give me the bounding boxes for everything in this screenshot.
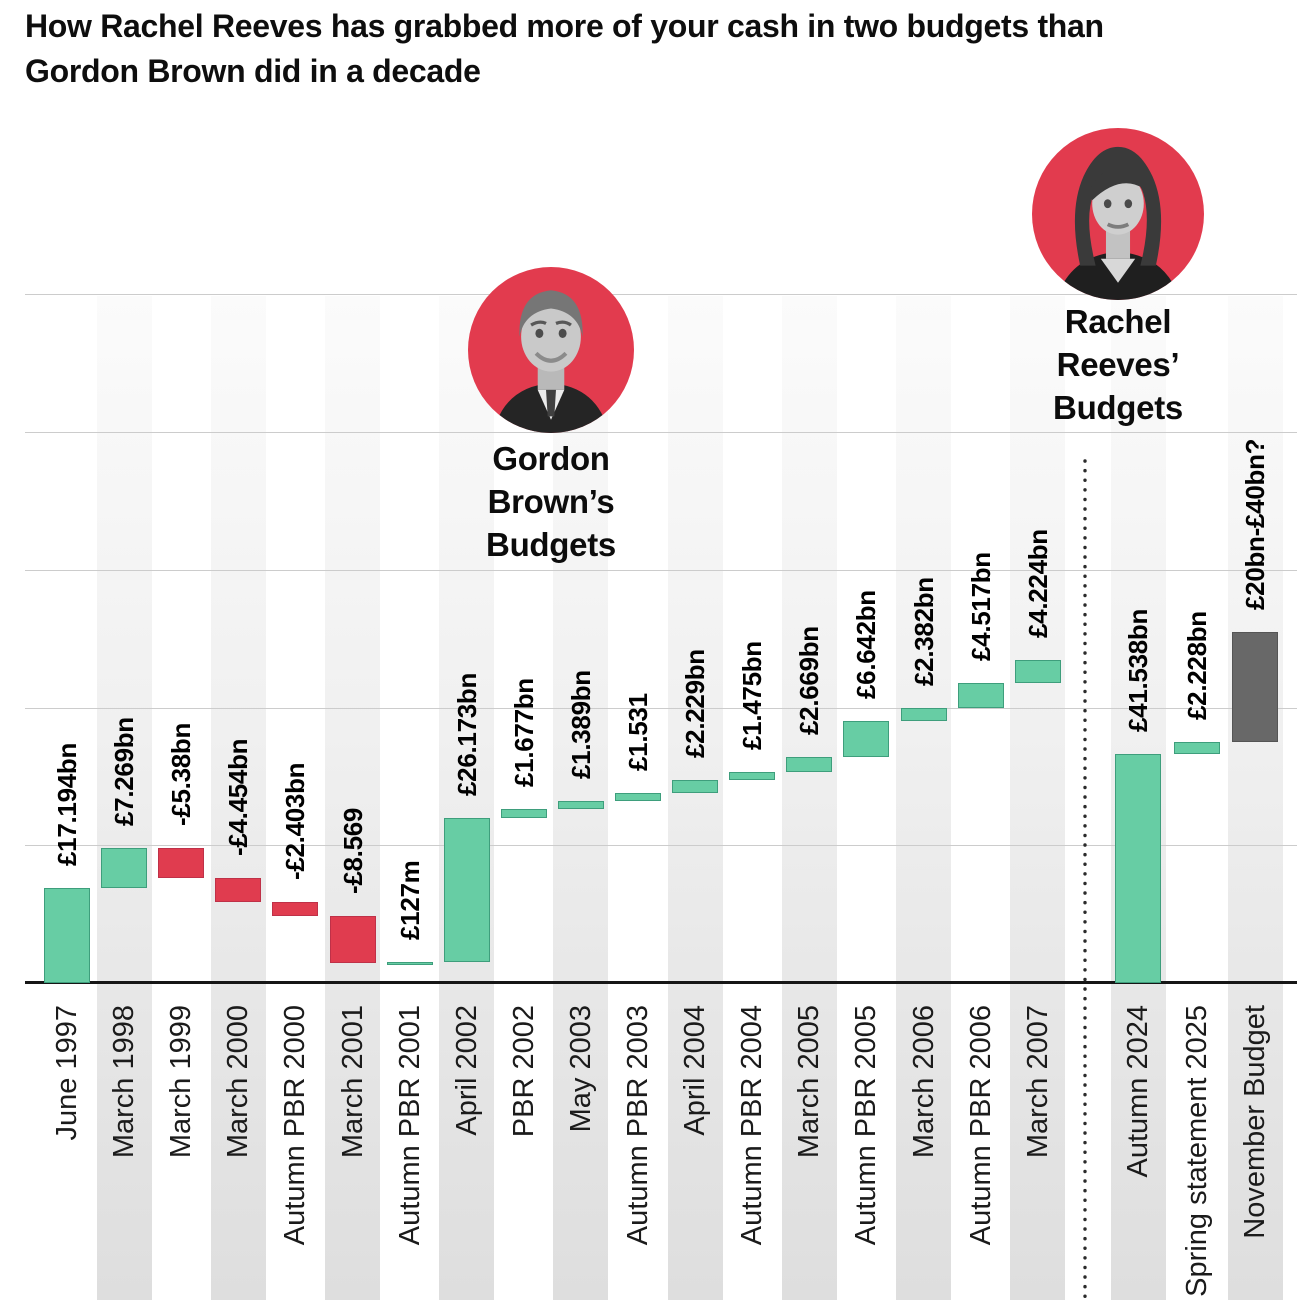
column-band-may-2003 <box>553 296 609 1300</box>
group-title-line: Brown’s <box>487 483 615 520</box>
bar-autumn-pbr-2000 <box>272 902 319 916</box>
value-label-march-1999: -£5.38bn <box>166 723 197 827</box>
axis-label-march-2006: March 2006 <box>907 1005 940 1159</box>
rachel-reeves-photo <box>1056 146 1180 300</box>
axis-label-march-2001: March 2001 <box>336 1005 369 1159</box>
value-label-march-2000: -£4.454bn <box>223 738 254 856</box>
column-band-march-1998 <box>96 296 152 1300</box>
axis-label-march-1999: March 1999 <box>165 1005 198 1159</box>
bar-autumn-pbr-2005 <box>843 720 890 758</box>
axis-label-november-budget: November Budget <box>1239 1005 1271 1239</box>
bar-spring-statement-2025 <box>1174 741 1220 755</box>
group-title-line: Rachel <box>1064 303 1172 340</box>
bar-march-2001 <box>329 915 376 963</box>
axis-label-autumn-pbr-2001: Autumn PBR 2001 <box>393 1005 426 1246</box>
bar-autumn-pbr-2006 <box>957 682 1004 708</box>
bar-june-1997 <box>44 888 90 983</box>
value-label-march-2001: -£8.569 <box>337 807 368 894</box>
bar-march-1998 <box>101 848 148 889</box>
gordon-brown-avatar <box>468 267 634 433</box>
column-band-march-2000 <box>210 296 266 1300</box>
value-label-march-2006: £2.382bn <box>908 576 939 686</box>
bar-march-2006 <box>900 707 947 721</box>
axis-label-april-2002: April 2002 <box>450 1005 483 1136</box>
column-band-march-2005 <box>781 296 837 1300</box>
axis-label-march-2005: March 2005 <box>793 1005 826 1159</box>
bar-autumn-2024 <box>1115 754 1161 983</box>
bar-march-2000 <box>215 877 262 903</box>
column-band-november-budget <box>1227 296 1283 1300</box>
value-label-autumn-pbr-2005: £6.642bn <box>851 590 882 699</box>
group-title-line: Budgets <box>1053 389 1183 426</box>
column-band-march-2006 <box>896 296 951 1300</box>
column-band-march-2007 <box>1010 296 1066 1300</box>
column-band-march-2001 <box>325 296 380 1300</box>
axis-label-march-2000: March 2000 <box>222 1005 255 1159</box>
value-label-autumn-pbr-2000: -£2.403bn <box>280 763 311 881</box>
chart-title-line-1: How Rachel Reeves has grabbed more of yo… <box>25 8 1104 44</box>
axis-label-autumn-pbr-2004: Autumn PBR 2004 <box>736 1005 769 1246</box>
axis-label-june-1997: June 1997 <box>51 1005 83 1141</box>
gridline-4 <box>25 432 1297 433</box>
value-label-autumn-pbr-2001: £127m <box>394 860 425 941</box>
axis-label-autumn-2024: Autumn 2024 <box>1122 1005 1154 1178</box>
gridline-5 <box>25 294 1297 296</box>
axis-label-march-2007: March 2007 <box>1021 1005 1054 1159</box>
bar-april-2004 <box>672 780 719 793</box>
group-separator-dotted-line <box>1083 459 1087 1299</box>
rachel-reeves-avatar <box>1032 128 1204 300</box>
column-band-april-2004 <box>667 296 723 1300</box>
bar-pbr-2002 <box>500 808 547 818</box>
axis-label-pbr-2002: PBR 2002 <box>507 1005 540 1138</box>
gordon-brown-photo <box>492 290 610 433</box>
column-band-april-2002 <box>439 296 495 1300</box>
bar-autumn-pbr-2001 <box>386 962 433 966</box>
bar-november-budget <box>1232 631 1278 742</box>
value-label-june-1997: £17.194bn <box>52 743 82 867</box>
gordon-brown-group-title: Gordon Brown’s Budgets <box>391 437 711 566</box>
bar-may-2003 <box>557 801 604 809</box>
axis-label-autumn-pbr-2000: Autumn PBR 2000 <box>279 1005 312 1246</box>
group-title-line: Gordon <box>492 440 610 477</box>
axis-label-march-1998: March 1998 <box>108 1005 141 1159</box>
axis-label-spring-statement-2025: Spring statement 2025 <box>1181 1005 1213 1297</box>
bar-autumn-pbr-2003 <box>615 792 661 802</box>
axis-label-autumn-pbr-2005: Autumn PBR 2005 <box>850 1005 883 1246</box>
group-title-line: Budgets <box>486 526 616 563</box>
gridline-3 <box>25 569 1297 571</box>
gridline-1 <box>25 845 1297 847</box>
bar-march-2007 <box>1014 659 1061 683</box>
axis-label-may-2003: May 2003 <box>564 1005 597 1133</box>
gridline-2 <box>25 707 1297 709</box>
chart-title-line-2: Gordon Brown did in a decade <box>25 53 481 89</box>
value-label-march-1998: £7.269bn <box>109 717 140 827</box>
rachel-reeves-group-title: Rachel Reeves’ Budgets <box>958 300 1278 429</box>
x-axis-line <box>25 981 1297 984</box>
bar-april-2002 <box>443 817 490 963</box>
bar-march-2005 <box>786 757 833 773</box>
group-title-line: Reeves’ <box>1056 346 1180 383</box>
value-label-autumn-pbr-2004: £1.475bn <box>737 641 768 751</box>
axis-label-autumn-pbr-2003: Autumn PBR 2003 <box>622 1005 654 1246</box>
value-label-march-2005: £2.669bn <box>794 626 825 736</box>
bar-march-1999 <box>158 848 205 878</box>
bar-autumn-pbr-2004 <box>729 772 776 781</box>
axis-label-april-2004: April 2004 <box>679 1005 712 1136</box>
axis-label-autumn-pbr-2006: Autumn PBR 2006 <box>964 1005 997 1246</box>
